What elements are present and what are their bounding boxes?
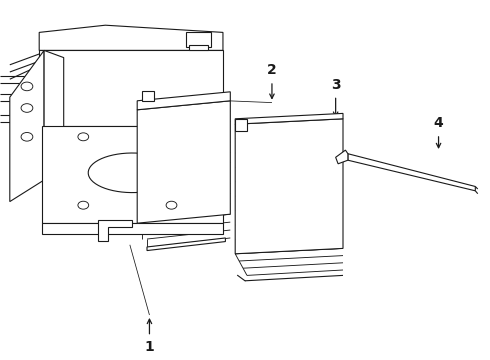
Polygon shape xyxy=(235,119,247,131)
Polygon shape xyxy=(39,50,223,126)
Polygon shape xyxy=(137,92,230,110)
Polygon shape xyxy=(336,150,348,164)
Polygon shape xyxy=(10,50,44,202)
Polygon shape xyxy=(42,223,223,234)
Polygon shape xyxy=(44,50,64,180)
Polygon shape xyxy=(235,119,343,254)
Polygon shape xyxy=(189,45,208,50)
Polygon shape xyxy=(88,153,176,193)
Text: 3: 3 xyxy=(331,78,341,92)
Polygon shape xyxy=(235,113,343,124)
Polygon shape xyxy=(142,91,154,101)
Polygon shape xyxy=(147,238,225,251)
Polygon shape xyxy=(137,101,230,223)
Text: 4: 4 xyxy=(434,116,443,130)
Polygon shape xyxy=(42,126,223,223)
Text: 2: 2 xyxy=(267,63,277,77)
Polygon shape xyxy=(39,25,223,50)
Polygon shape xyxy=(186,32,211,47)
Text: 1: 1 xyxy=(145,340,154,354)
Polygon shape xyxy=(348,154,475,191)
Polygon shape xyxy=(98,220,132,241)
